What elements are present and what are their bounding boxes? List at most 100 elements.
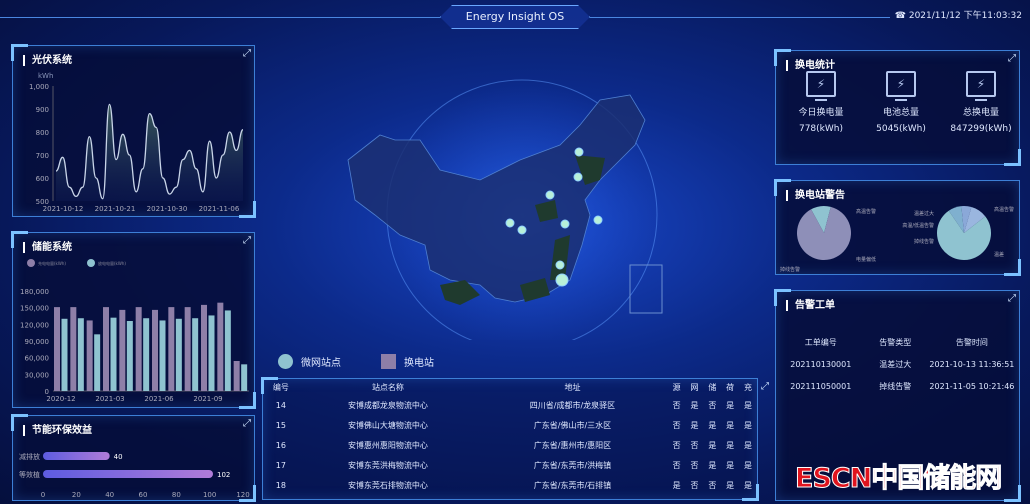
legend-swatch — [27, 259, 35, 267]
stat-label: 今日换电量 — [798, 108, 844, 118]
stat-0: ⚡ 今日换电量 778(kWh) — [781, 71, 861, 134]
table-row[interactable]: 18 安博东莞石排物流中心 广东省/东莞市/石排镇是否否是是 — [263, 475, 757, 495]
site-marker[interactable] — [545, 190, 555, 200]
pie-label: 掉线告警 — [780, 266, 800, 273]
table-cell: 是 — [708, 440, 717, 450]
bar-2020-12 — [61, 318, 68, 391]
station-table: 编号 站点名称 地址源网储荷充 14 安博成都龙泉物流中心 四川省/成都市/龙泉驿区否是否… — [263, 379, 757, 495]
expand-icon[interactable]: ⤢ — [243, 235, 251, 246]
y-tick-label: 60,000 — [25, 355, 50, 363]
china-outline — [347, 94, 646, 303]
pv-area — [56, 104, 243, 201]
work-orders-panel: 告警工单 ⤢ 工单编号 告警类型 告警时间 202110130001 温差过大 2021-… — [774, 289, 1021, 502]
site-marker[interactable] — [574, 147, 584, 157]
table-row[interactable]: 202110130001 温差过大 2021-10-13 11:36:51 — [776, 353, 1019, 375]
column-header: 告警类型 — [879, 337, 912, 347]
datetime-text: 2021/11/12 下午11:03:32 — [908, 11, 1022, 21]
bar-2021-11 — [241, 364, 248, 391]
legend-microgrid[interactable]: 微网站点 — [278, 354, 341, 369]
table-row[interactable]: 15 安博佛山大塘物流中心 广东省/佛山市/三水区否是是是是 — [263, 415, 757, 435]
x-tick-label: 20 — [72, 491, 81, 499]
pie-label: 温差 — [994, 251, 1004, 258]
table-cell: 15 — [275, 420, 286, 430]
table-row[interactable]: 202111050001 掉线告警 2021-11-05 10:21:46 — [776, 375, 1019, 397]
y-tick-label: 800 — [36, 129, 49, 137]
site-marker[interactable] — [555, 273, 569, 287]
storage-bar-chart: 充电电量(kWh) 放电电量(kWh) 0 30,000 60,000 90,000 120… — [20, 259, 249, 403]
bar-2021-02 — [94, 334, 101, 391]
y-tick-label: 0 — [45, 388, 49, 396]
column-header: 告警时间 — [955, 337, 988, 347]
y-tick-label: 90,000 — [25, 338, 50, 346]
swap-title: 换电统计 — [786, 60, 835, 71]
pie-label: 高温告警 — [856, 208, 876, 215]
table-cell: 是 — [744, 480, 753, 490]
table-row[interactable]: 17 安博东莞洪梅物流中心 广东省/东莞市/洪梅镇否否是是是 — [263, 455, 757, 475]
bar-2021-05 — [135, 307, 142, 391]
site-marker[interactable] — [505, 218, 515, 228]
table-cell: 202110130001 — [790, 359, 852, 369]
bar-等效植 — [43, 470, 213, 478]
square-swatch-icon — [381, 354, 396, 369]
alert-pie-panel: 换电站警告 掉线告警 高温告警 电量偏低 温差过大 高温/低温告警 掉线告警 高温告警 温差 — [774, 179, 1021, 276]
datetime: ☎ 2021/11/12 下午11:03:32 — [895, 8, 1022, 21]
table-cell: 否 — [690, 460, 699, 470]
header-line-left — [0, 17, 440, 18]
table-cell: 广东省/东莞市/洪梅镇 — [533, 460, 612, 470]
table-cell: 是 — [708, 420, 717, 430]
table-cell: 是 — [726, 400, 735, 410]
y-tick-label: 900 — [36, 106, 49, 114]
table-cell: 2021-10-13 11:36:51 — [929, 359, 1015, 369]
pie-slice — [937, 210, 991, 260]
site-marker[interactable] — [573, 172, 583, 182]
x-tick-label: 60 — [139, 491, 148, 499]
swap-stats-panel: 换电统计 ⤢ ⚡ 今日换电量 778(kWh) ⚡ 电池总量 5045(kWh) ⚡ 总换电量… — [774, 49, 1021, 166]
stat-value: 5045(kWh) — [876, 124, 926, 134]
table-cell: 是 — [744, 400, 753, 410]
table-cell: 安博东莞石排物流中心 — [347, 480, 428, 490]
table-row[interactable]: 16 安博惠州惠阳物流中心 广东省/惠州市/惠阳区否否是是是 — [263, 435, 757, 455]
expand-icon[interactable]: ⤢ — [243, 48, 251, 59]
expand-icon[interactable]: ⤢ — [243, 418, 251, 429]
circle-swatch-icon — [278, 354, 293, 369]
table-cell: 16 — [275, 440, 286, 450]
bar-2021-07 — [168, 307, 175, 391]
x-tick-label: 2021-11-06 — [199, 205, 240, 213]
data-label: 40 — [114, 453, 123, 461]
category-label: 减排放 — [19, 452, 40, 461]
x-tick-label: 2021-10-30 — [147, 205, 188, 213]
expand-icon[interactable]: ⤢ — [761, 381, 769, 392]
stat-label: 电池总量 — [882, 108, 919, 118]
site-marker[interactable] — [555, 260, 565, 270]
x-tick-label: 80 — [172, 491, 181, 499]
column-header: 储 — [708, 382, 717, 392]
app-title: Energy Insight OS — [440, 5, 590, 29]
x-tick-label: 120 — [236, 491, 249, 499]
site-marker[interactable] — [560, 219, 570, 229]
expand-icon[interactable]: ⤢ — [1008, 53, 1016, 64]
column-header: 地址 — [564, 382, 581, 392]
site-marker[interactable] — [593, 215, 603, 225]
south-china-sea-inset — [629, 264, 663, 314]
stat-label: 总换电量 — [962, 108, 999, 118]
bar-2021-10 — [224, 310, 231, 391]
expand-icon[interactable]: ⤢ — [1008, 293, 1016, 304]
table-cell: 否 — [708, 480, 717, 490]
table-cell: 掉线告警 — [879, 381, 912, 391]
x-tick-label: 2021-03 — [95, 395, 124, 403]
site-marker[interactable] — [517, 225, 527, 235]
y-tick-label: 120,000 — [20, 321, 49, 329]
table-row[interactable]: 14 安博成都龙泉物流中心 四川省/成都市/龙泉驿区否是否是是 — [263, 395, 757, 415]
map-legend: 微网站点 换电站 — [278, 354, 434, 369]
legend-swap-station[interactable]: 换电站 — [381, 354, 434, 369]
monitor-battery-icon: ⚡ — [886, 71, 916, 101]
y-tick-label: 600 — [36, 175, 49, 183]
pie-slice — [961, 206, 972, 233]
y-tick-label: 500 — [36, 198, 49, 206]
x-tick-label: 0 — [41, 491, 45, 499]
pie-label: 掉线告警 — [914, 238, 934, 245]
bar-2021-08 — [184, 307, 191, 391]
column-header: 网 — [690, 382, 699, 392]
env-hbar-chart: 减排放 40 等效植 102 0 20 40 60 80 100 120 — [19, 452, 250, 499]
table-cell: 四川省/成都市/龙泉驿区 — [529, 400, 616, 410]
